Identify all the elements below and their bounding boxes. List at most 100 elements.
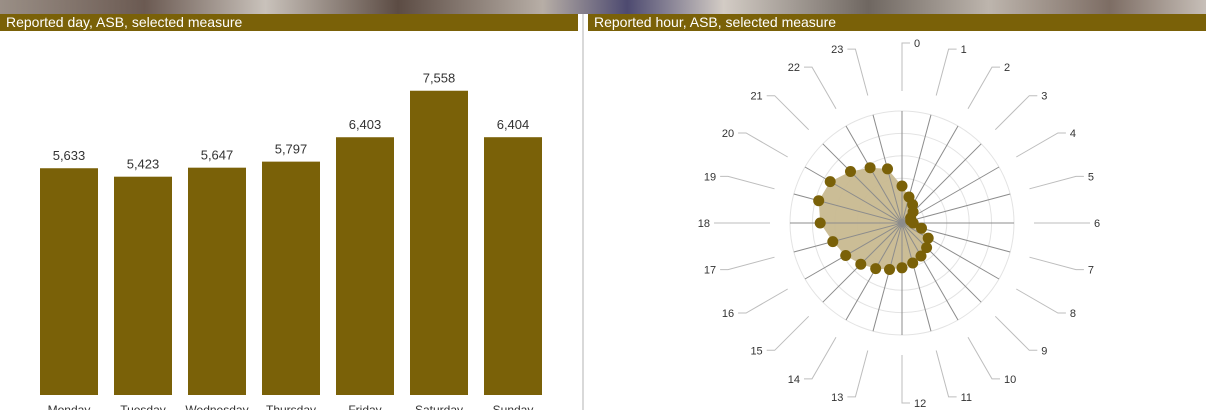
radar-point-hour-11[interactable]: [907, 257, 919, 269]
hour-label: 11: [961, 392, 972, 404]
radar-point-hour-0[interactable]: [896, 180, 908, 192]
hour-label: 14: [788, 374, 800, 386]
radar-spoke: [822, 143, 903, 224]
radar-spoke: [901, 193, 1011, 224]
radar-leader-line: [804, 337, 837, 380]
bar-value-label: 6,403: [349, 117, 382, 132]
day-chart-panel: Reported day, ASB, selected measure 5,63…: [0, 14, 578, 410]
radar-point-hour-16[interactable]: [840, 250, 852, 261]
radar-point-hour-21[interactable]: [845, 166, 856, 177]
hour-label: 3: [1041, 91, 1047, 103]
x-tick-label: Tuesday: [120, 403, 166, 410]
hour-label: 10: [1004, 374, 1016, 386]
radar-point-hour-19[interactable]: [813, 195, 825, 207]
radar-leader-line: [847, 350, 869, 398]
bar-value-label: 6,404: [497, 117, 530, 132]
x-tick-label: Saturday: [415, 403, 463, 410]
radar-leader-line: [967, 337, 1000, 380]
hour-chart-title: Reported hour, ASB, selected measure: [588, 14, 1206, 31]
radar-leader-line: [720, 256, 775, 271]
hour-label: 7: [1088, 265, 1094, 277]
hour-label: 20: [722, 128, 734, 140]
bar-friday[interactable]: [336, 137, 394, 395]
panel-divider: [578, 14, 588, 410]
bar-tuesday[interactable]: [114, 176, 172, 395]
radar-leader-line: [738, 288, 788, 314]
radar-spoke: [793, 193, 903, 224]
radar-point-hour-22[interactable]: [864, 162, 876, 174]
hour-label: 0: [914, 38, 920, 50]
radar-spoke: [901, 222, 982, 303]
hour-label: 5: [1088, 171, 1094, 183]
bar-value-label: 5,423: [127, 157, 160, 172]
radar-leader-line: [901, 42, 910, 91]
x-tick-label: Sunday: [493, 403, 534, 410]
bar-value-label: 5,633: [53, 148, 86, 163]
radar-point-hour-15[interactable]: [855, 258, 867, 270]
bar-value-label: 7,558: [423, 71, 456, 86]
radar-leader-line: [967, 66, 1000, 109]
radar-leader-line: [994, 95, 1038, 131]
bar-value-label: 5,647: [201, 148, 234, 163]
radar-point-hour-12[interactable]: [896, 262, 908, 274]
radar-point-hour-6[interactable]: [907, 217, 919, 229]
x-tick-label: Friday: [348, 403, 381, 410]
radar-point-hour-17[interactable]: [827, 236, 839, 248]
radar-point-hour-9[interactable]: [921, 242, 933, 254]
bar-saturday[interactable]: [410, 90, 468, 395]
hour-label: 17: [704, 265, 716, 277]
bar-monday[interactable]: [40, 168, 98, 395]
x-tick-label: Wednesday: [185, 403, 248, 410]
bar-thursday[interactable]: [262, 161, 320, 395]
hour-label: 23: [831, 44, 843, 56]
bar-value-label: 5,797: [275, 142, 308, 157]
radar-point-hour-8[interactable]: [922, 232, 934, 244]
hour-label: 2: [1004, 62, 1010, 74]
radar-leader-line: [1029, 256, 1084, 271]
radar-spoke: [845, 125, 903, 224]
radar-spoke: [901, 222, 959, 321]
radar-leader-line: [935, 350, 957, 398]
radar-area: [818, 167, 929, 270]
hour-label: 15: [750, 345, 762, 357]
hour-label: 19: [704, 171, 716, 183]
hour-label: 12: [914, 398, 926, 410]
radar-leader-line: [994, 315, 1038, 351]
radar-point-hour-20[interactable]: [824, 176, 836, 188]
radar-leader-line: [1016, 288, 1066, 314]
hour-label: 4: [1070, 128, 1076, 140]
radar-leader-line: [847, 48, 869, 96]
radar-leader-line: [766, 95, 810, 131]
radar-leader-line: [720, 175, 775, 190]
radar-leader-line: [766, 315, 810, 351]
hour-label: 21: [750, 91, 762, 103]
radar-spoke: [872, 222, 903, 332]
radar-leader-line: [935, 48, 957, 96]
bar-wednesday[interactable]: [188, 167, 246, 395]
radar-point-hour-18[interactable]: [814, 217, 826, 229]
day-chart-title: Reported day, ASB, selected measure: [0, 14, 578, 31]
radar-point-hour-23[interactable]: [882, 163, 893, 175]
radar-leader-line: [1016, 132, 1066, 158]
day-bar-chart: 5,633 Monday 5,423 Tuesday 5,647 Wednesday 5,7…: [40, 71, 542, 410]
hour-label: 13: [831, 392, 843, 404]
radar-spoke: [901, 222, 932, 332]
hour-label: 16: [722, 308, 734, 320]
hour-label: 22: [788, 62, 800, 74]
radar-leader-line: [1029, 175, 1084, 190]
radar-leader-line: [738, 132, 788, 158]
bar-sunday[interactable]: [484, 137, 542, 396]
radar-point-hour-13[interactable]: [884, 264, 895, 275]
radar-leader-line: [804, 66, 837, 109]
radar-spoke: [804, 222, 903, 280]
radar-leader-line: [901, 355, 910, 404]
hour-label: 9: [1041, 345, 1047, 357]
radar-point-hour-14[interactable]: [870, 263, 882, 275]
radar-point-hour-10[interactable]: [915, 250, 927, 262]
radar-point-hour-7[interactable]: [916, 222, 927, 234]
hour-label: 8: [1070, 308, 1076, 320]
radar-spoke: [804, 166, 903, 224]
hour-label: 18: [698, 218, 710, 230]
